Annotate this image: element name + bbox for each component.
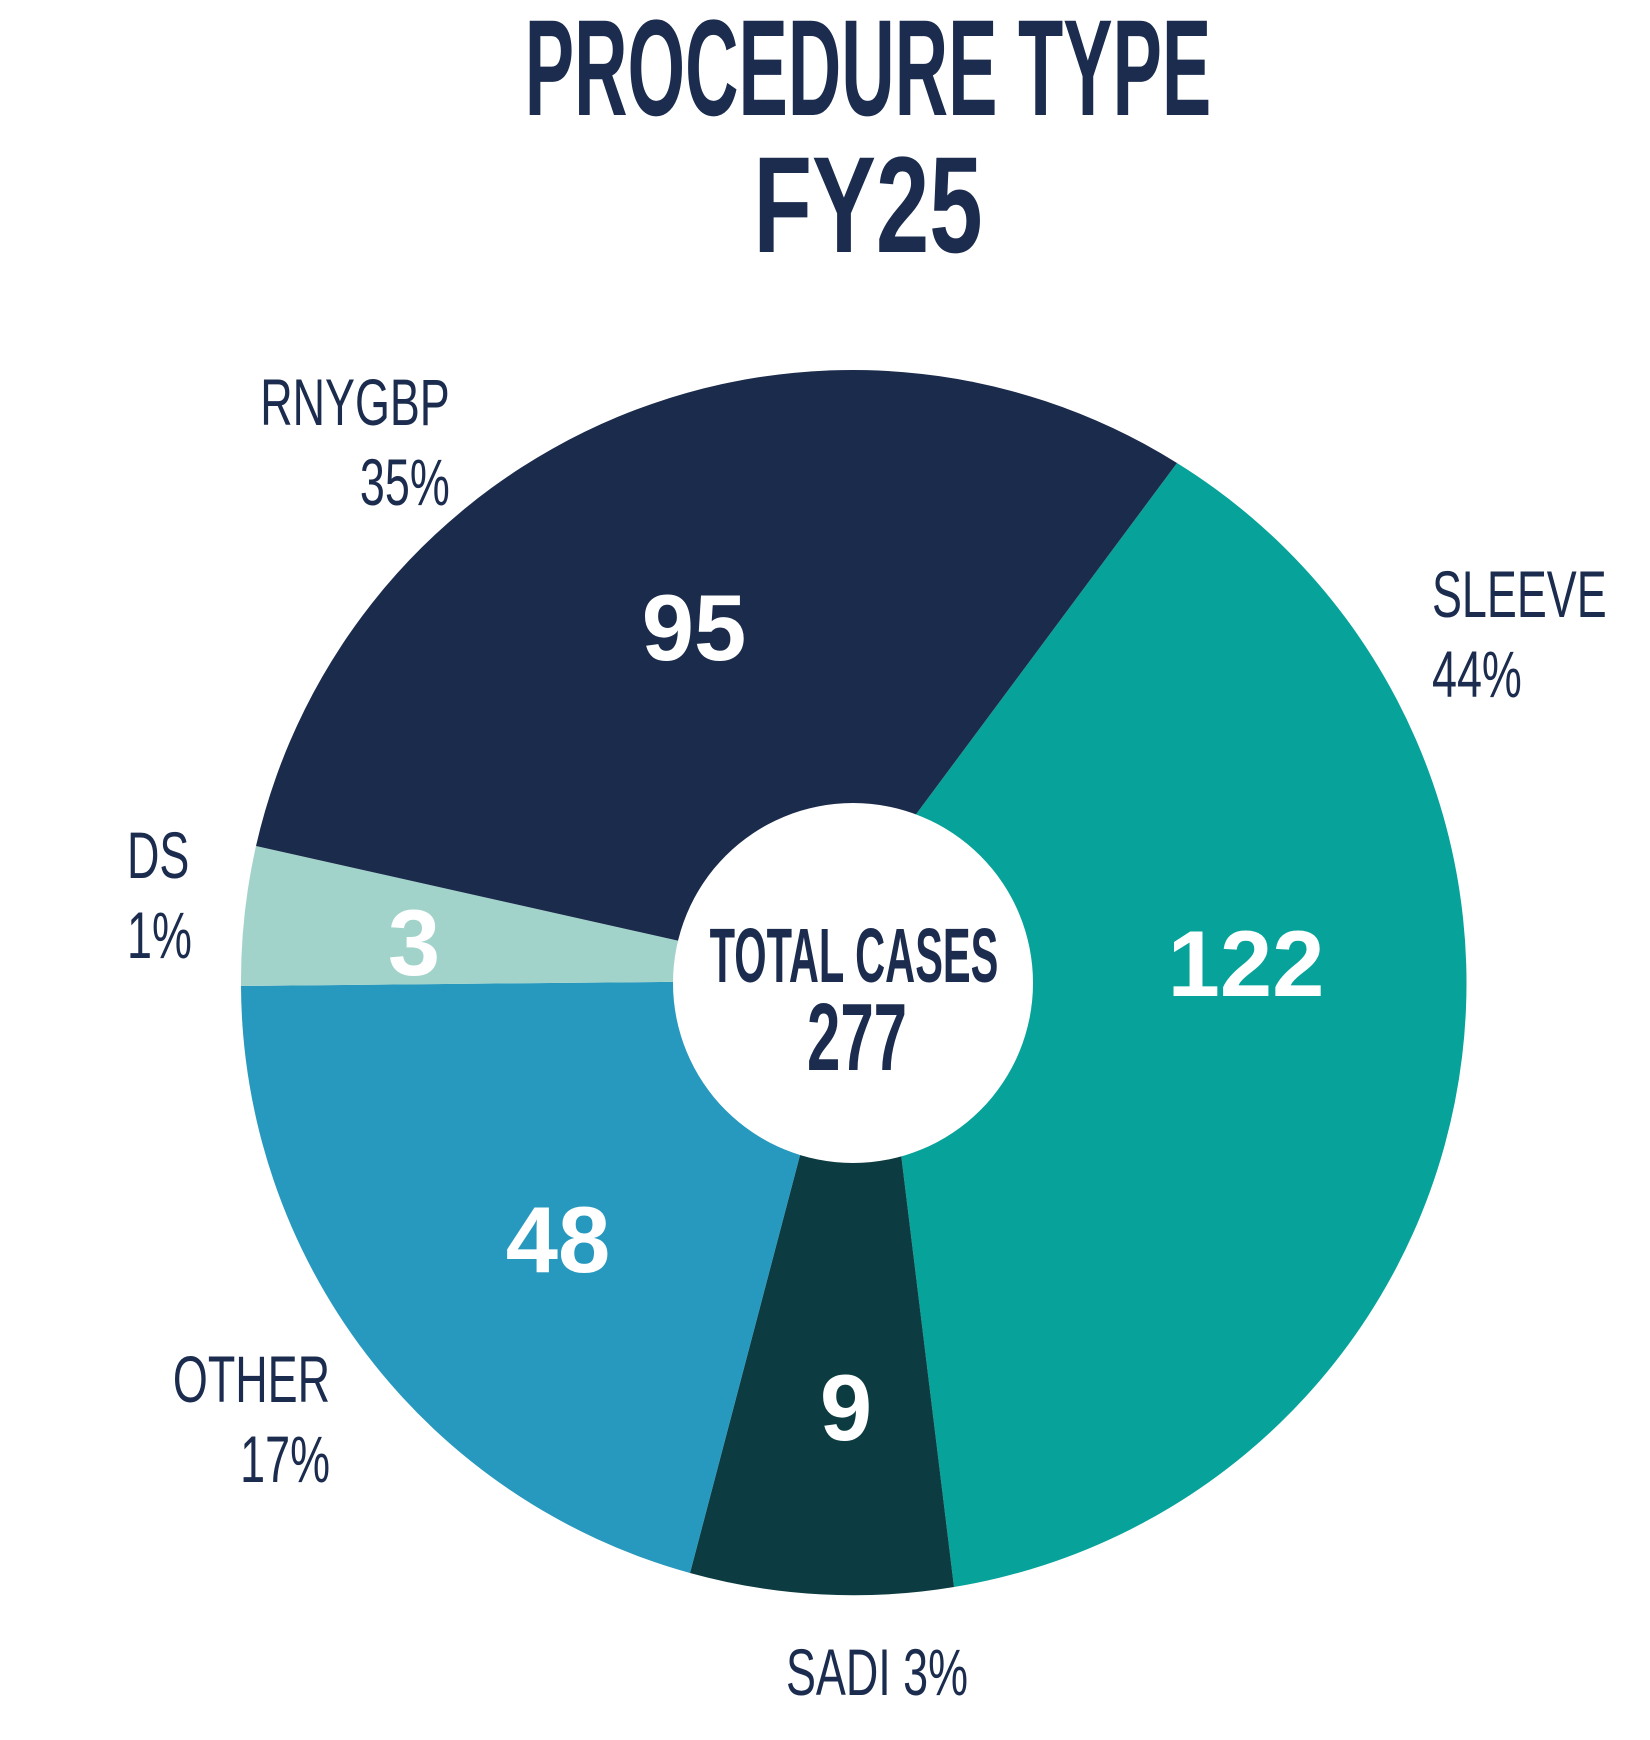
slice-callout-line: DS (127, 818, 190, 892)
slice-value-rnygbp: 95 (641, 575, 747, 680)
pie-slice-other (241, 981, 824, 1573)
pie-slices (240, 370, 1467, 1596)
slice-callout-line: 1% (127, 898, 192, 972)
slice-callout-sadi: SADI 3% (786, 1632, 968, 1712)
slice-callout-line: 17% (240, 1422, 330, 1496)
pie-slice-rnygbp (256, 370, 1177, 968)
slice-callout-line: OTHER (172, 1342, 330, 1416)
donut-hole (673, 803, 1033, 1163)
slice-callout-line: 44% (1432, 637, 1522, 711)
slice-callout-line: SADI 3% (785, 1635, 969, 1709)
slice-value-sleeve: 122 (1167, 911, 1325, 1016)
total-cases-value: 277 (806, 984, 908, 1091)
slice-callout-ds: DS 1% (127, 815, 192, 975)
pie-slice-ds (240, 846, 801, 986)
slice-callout-sleeve: SLEEVE 44% (1432, 554, 1607, 714)
slice-callout-rnygbp: RNYGBP 35% (260, 362, 450, 522)
chart-title-line1: PROCEDURE TYPE (524, 0, 1212, 145)
total-cases-label: TOTAL CASES (709, 913, 999, 999)
pie-slice-sadi (690, 1064, 954, 1596)
slice-callout-other: OTHER 17% (173, 1339, 330, 1499)
pie-slice-sleeve (890, 463, 1467, 1587)
slice-value-sadi: 9 (819, 1355, 873, 1460)
chart-title-line2: FY25 (753, 129, 983, 282)
slice-callout-line: RNYGBP (260, 365, 450, 439)
slice-callout-line: 35% (360, 445, 450, 519)
slice-value-other: 48 (505, 1187, 611, 1292)
slice-callout-line: SLEEVE (1432, 557, 1607, 631)
slice-value-ds: 3 (387, 890, 441, 995)
